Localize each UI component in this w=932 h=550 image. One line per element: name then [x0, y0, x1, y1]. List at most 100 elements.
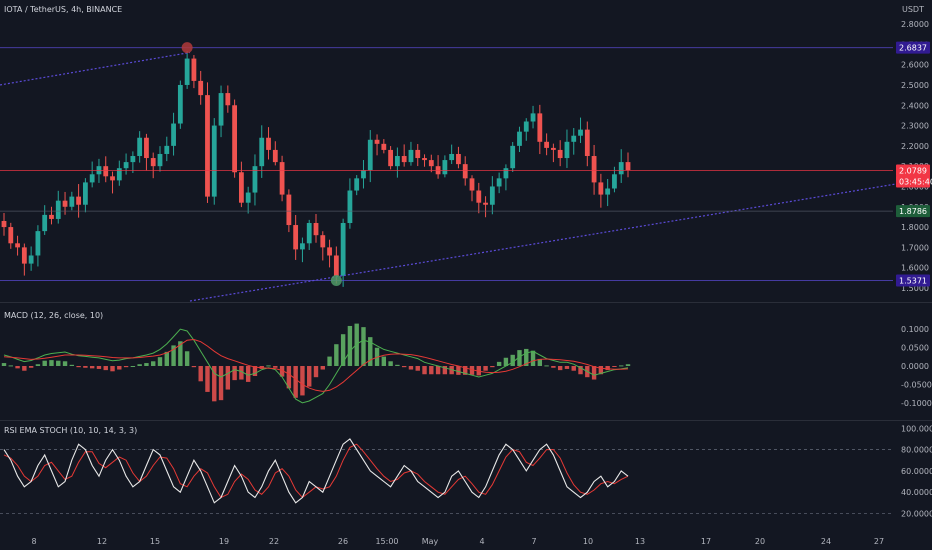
candle-body: [103, 166, 109, 177]
macd-histogram-bar: [401, 366, 407, 368]
candle-body: [150, 158, 156, 167]
price-tag-label: 2.0789: [899, 166, 927, 175]
price-axis-currency: USDT: [902, 5, 924, 14]
time-tick-label: 26: [338, 537, 348, 546]
rsi-tick-label: 40.0000: [901, 488, 932, 497]
macd-histogram-bar: [510, 354, 515, 366]
candle-body: [198, 80, 204, 96]
candle-body: [347, 190, 353, 224]
macd-tick-label: -0.0500: [901, 380, 932, 389]
candle-body: [272, 149, 278, 163]
macd-histogram-bar: [1, 363, 7, 366]
candle-body: [381, 143, 387, 150]
macd-histogram-bar: [130, 366, 136, 367]
candle-body: [266, 137, 271, 150]
candle-body: [238, 172, 244, 203]
candle-body: [537, 113, 543, 142]
candle-body: [469, 178, 475, 191]
macd-tick-label: 0.0000: [901, 362, 929, 371]
candle-body: [361, 170, 366, 179]
macd-histogram-bar: [293, 366, 298, 398]
time-tick-label: 22: [269, 537, 279, 546]
candle-body: [394, 156, 400, 167]
macd-histogram-bar: [408, 366, 414, 370]
macd-histogram-bar: [619, 365, 624, 367]
macd-histogram-bar: [245, 366, 251, 382]
macd-histogram-bar: [103, 366, 108, 371]
rsi-stoch-pane[interactable]: 100.0000 80.0000 60.0000 40.0000 20.0000: [0, 424, 932, 518]
macd-histogram-bar: [232, 366, 237, 381]
macd-histogram-bar: [252, 366, 258, 377]
macd-histogram-bar: [8, 365, 13, 367]
candle-body: [415, 149, 421, 159]
price-tag-label: 2.6837: [899, 44, 927, 53]
candle-body: [8, 227, 14, 244]
candle-body: [137, 137, 143, 157]
macd-histogram-bar: [35, 364, 41, 366]
candle-body: [293, 225, 299, 250]
macd-histogram-bar: [557, 366, 563, 371]
candle-body: [333, 255, 339, 276]
candle-body: [401, 156, 407, 163]
candle-body: [408, 149, 414, 163]
rsi-tick-label: 100.0000: [901, 424, 932, 433]
candle-body: [211, 125, 217, 197]
price-tag: [896, 274, 930, 287]
macd-histogram-bar: [69, 364, 75, 366]
macd-histogram-bar: [56, 360, 61, 366]
macd-histogram-bar: [144, 363, 149, 366]
candle-body: [367, 139, 373, 171]
macd-histogram-bar: [15, 366, 20, 369]
macd-histogram-bar: [483, 366, 488, 371]
price-tag-label: 03:45:40: [899, 177, 932, 186]
macd-histogram-bar: [22, 366, 27, 371]
time-tick-label: 24: [821, 537, 831, 546]
price-tick-label: 2.5000: [901, 81, 929, 90]
price-tag: [896, 41, 930, 54]
time-axis: 8 12 15 19 22 26 15:00 May 4 7 10 13 17 20 24 27: [31, 537, 884, 546]
macd-histogram-bar: [605, 366, 610, 371]
candle-body: [618, 162, 624, 175]
price-pane[interactable]: [0, 42, 897, 302]
macd-histogram-bar: [381, 356, 387, 366]
candle-body: [340, 223, 346, 276]
macd-histogram-bar: [598, 366, 604, 375]
macd-tick-label: 0.1000: [901, 325, 929, 334]
time-tick-label: 15: [150, 537, 160, 546]
candle-body: [517, 131, 522, 146]
candle-body: [354, 178, 360, 191]
macd-histogram-bar: [28, 366, 34, 368]
candle-body: [157, 153, 163, 167]
macd-histogram-bar: [578, 366, 583, 375]
macd-histogram-bar: [151, 361, 156, 366]
time-tick-label: May: [422, 537, 439, 546]
stoch-k-line: [3, 438, 629, 504]
resistance-trendline[interactable]: [0, 51, 191, 86]
candle-body: [300, 243, 305, 250]
macd-pane[interactable]: 0.1000 0.0500 0.0000 -0.0500 -0.1000: [1, 323, 932, 408]
macd-tick-label: -0.1000: [901, 399, 932, 408]
candle-body: [55, 200, 61, 219]
rsi-tick-label: 60.0000: [901, 467, 932, 476]
candle-body: [171, 123, 176, 146]
price-tick-label: 1.6000: [901, 264, 929, 273]
time-tick-label: 17: [701, 537, 711, 546]
macd-histogram-bar: [347, 325, 353, 366]
time-tick-label: 20: [755, 537, 765, 546]
macd-label: MACD (12, 26, close, 10): [4, 311, 103, 320]
candle-body: [476, 190, 482, 203]
candle-body: [428, 160, 434, 167]
macd-histogram-bar: [544, 365, 549, 367]
macd-histogram-bar: [117, 366, 122, 370]
macd-histogram-bar: [42, 360, 47, 366]
candle-body: [456, 153, 461, 165]
time-tick-label: 19: [219, 537, 229, 546]
macd-histogram-bar: [279, 366, 285, 377]
macd-histogram-bar: [62, 361, 68, 366]
support-trendline[interactable]: [189, 183, 897, 302]
macd-histogram-bar: [191, 366, 197, 368]
candle-body: [259, 137, 265, 167]
candle-body: [442, 160, 448, 175]
candle-body: [177, 84, 183, 124]
